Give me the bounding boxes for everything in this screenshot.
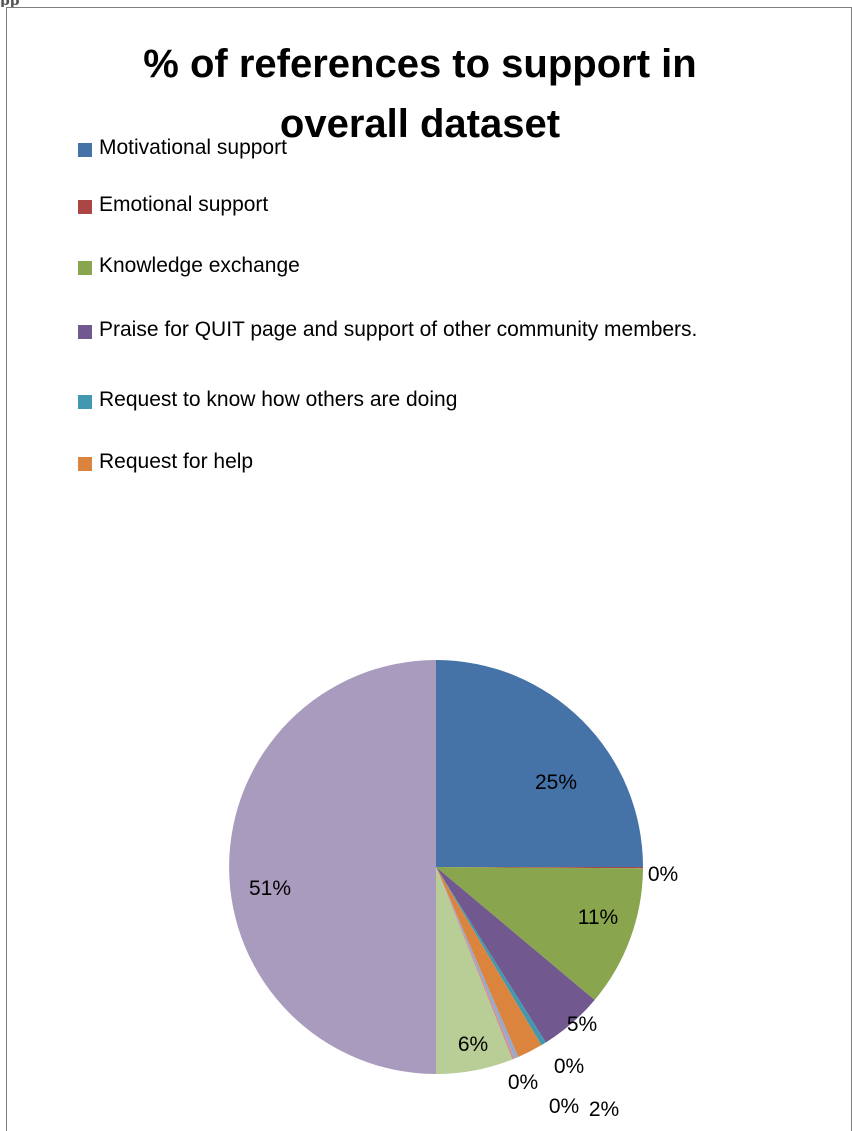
pie-slices [229, 660, 644, 1074]
pie-data-labels: 25%0%11%5%0%2%0%0%6%51% [249, 771, 678, 1121]
pie-slice [436, 867, 515, 1060]
legend-swatch [78, 143, 92, 157]
pie-slice [436, 867, 644, 869]
legend-label: Praise for QUIT page and support of othe… [99, 318, 698, 341]
pie-slice [436, 867, 513, 1074]
legend-label: Motivational support [99, 136, 287, 159]
pie-slice [436, 867, 542, 1057]
legend-item: Motivational support [78, 135, 718, 161]
pie-slice [436, 867, 519, 1059]
pie-slice [436, 867, 643, 1000]
chart-title: % of references to support in overall da… [143, 42, 697, 146]
pie-slice [436, 660, 643, 867]
legend-label: Request to know how others are doing [99, 388, 458, 411]
pie-data-label: 5% [567, 1013, 597, 1036]
legend-swatch [78, 261, 92, 275]
legend-item: Request for help [78, 449, 718, 475]
legend-item: Emotional support [78, 192, 718, 218]
pie-slice [436, 867, 595, 1043]
legend-item: Request to know how others are doing [78, 387, 718, 413]
pie-data-label: 25% [535, 771, 577, 794]
legend-swatch [78, 395, 92, 409]
pie-data-label: 11% [578, 906, 618, 929]
pie-data-label: 0% [549, 1095, 579, 1118]
legend-swatch [78, 325, 92, 339]
legend-label: Knowledge exchange [99, 254, 300, 277]
legend-item: Knowledge exchange [78, 253, 718, 279]
legend-label: Request for help [99, 450, 254, 473]
pie-slice [436, 867, 546, 1046]
pie-slice [229, 660, 436, 1074]
legend-item: Praise for QUIT page and support of othe… [78, 317, 718, 343]
pie-data-label: 2% [589, 1098, 619, 1121]
pie-data-label: 0% [648, 863, 678, 886]
legend-label: Emotional support [99, 193, 269, 216]
pie-data-label: 6% [458, 1033, 488, 1056]
legend-swatch [78, 200, 92, 214]
pie-data-label: 0% [508, 1071, 538, 1094]
page-corner-fragment: pp [0, 0, 22, 7]
pie-data-label: 51% [249, 877, 291, 900]
pie-data-label: 0% [554, 1055, 584, 1078]
legend-swatch [78, 457, 92, 471]
